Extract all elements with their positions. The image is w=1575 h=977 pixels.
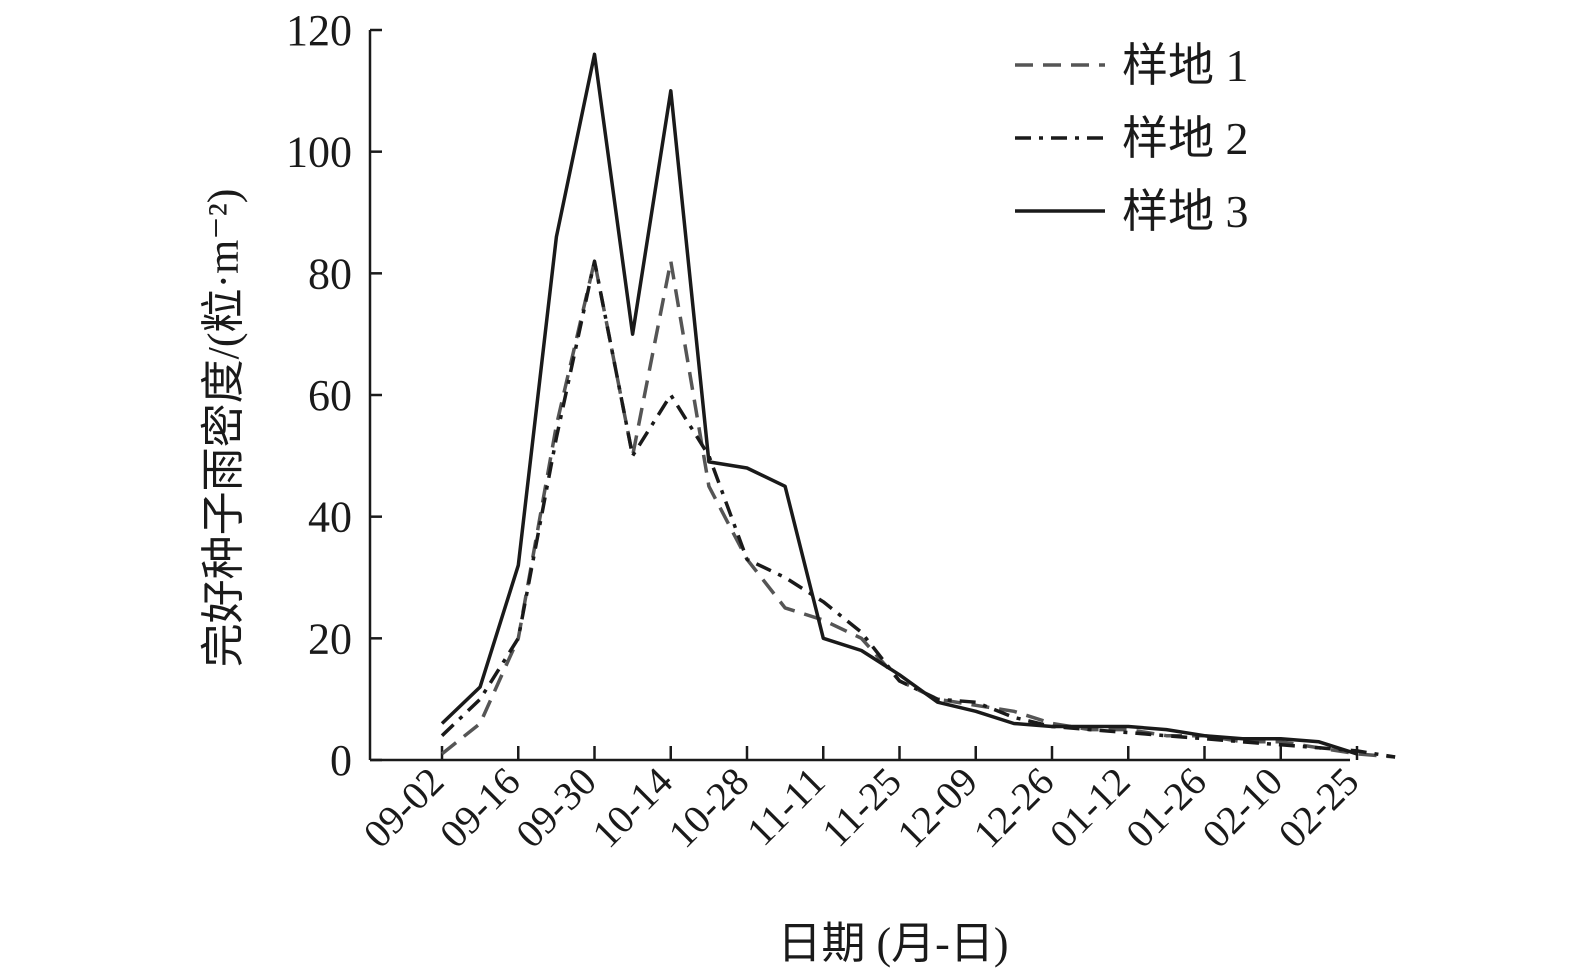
y-tick-label: 40 bbox=[308, 493, 352, 542]
y-tick-label: 20 bbox=[308, 614, 352, 663]
y-tick-label: 0 bbox=[330, 736, 352, 785]
y-tick-label: 100 bbox=[286, 128, 352, 177]
legend-label-1: 样地 1 bbox=[1122, 40, 1249, 91]
x-tick-label: 01-26 bbox=[1117, 759, 1215, 857]
x-tick-label: 09-02 bbox=[355, 759, 453, 857]
x-tick-label: 11-11 bbox=[738, 759, 834, 855]
series-line-2 bbox=[442, 261, 1395, 757]
x-axis-title: 日期 (月-日) bbox=[778, 919, 1009, 968]
x-tick-label: 09-30 bbox=[507, 759, 605, 857]
series-lines bbox=[442, 54, 1395, 757]
x-axis-ticks: 09-0209-1609-3010-1410-2811-1111-2512-09… bbox=[355, 746, 1368, 856]
x-tick-label: 12-09 bbox=[888, 759, 986, 857]
x-tick-label: 02-10 bbox=[1193, 759, 1291, 857]
legend-label-2: 样地 2 bbox=[1122, 113, 1249, 164]
y-tick-label: 120 bbox=[286, 6, 352, 55]
x-tick-label: 01-12 bbox=[1041, 759, 1139, 857]
x-tick-label: 10-28 bbox=[660, 759, 758, 857]
legend-label-3: 样地 3 bbox=[1122, 186, 1249, 237]
x-tick-label: 02-25 bbox=[1270, 759, 1368, 857]
legend: 样地 1 样地 2 样地 3 bbox=[1015, 40, 1249, 237]
series-line-1 bbox=[442, 261, 1395, 757]
x-tick-label: 09-16 bbox=[431, 759, 529, 857]
y-tick-label: 60 bbox=[308, 371, 352, 420]
x-tick-label: 11-25 bbox=[813, 759, 910, 856]
y-tick-label: 80 bbox=[308, 249, 352, 298]
y-axis-title: 完好种子雨密度/(粒·m⁻²) bbox=[199, 189, 248, 668]
x-tick-label: 10-14 bbox=[583, 759, 681, 857]
y-axis-ticks: 0 20 40 60 80 100 120 bbox=[286, 6, 382, 785]
x-tick-label: 12-26 bbox=[965, 759, 1063, 857]
